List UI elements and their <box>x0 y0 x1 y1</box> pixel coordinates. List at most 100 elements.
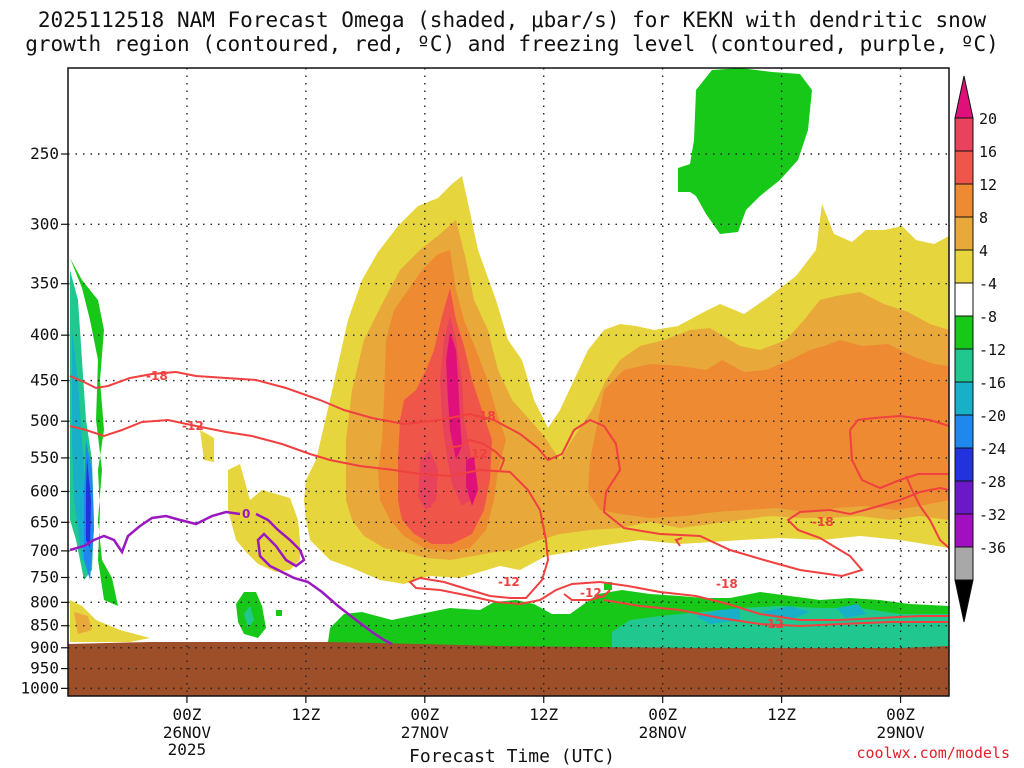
colorbar-swatch <box>954 381 974 416</box>
y-tick-label: 850 <box>30 616 59 635</box>
omega-region <box>86 458 91 548</box>
y-tick-label: 900 <box>30 638 59 657</box>
colorbar-top-arrow <box>954 75 974 119</box>
omega-region <box>678 68 812 234</box>
colorbar-label: -36 <box>979 539 1006 557</box>
colorbar-swatch <box>954 513 974 548</box>
y-tick-label: 950 <box>30 659 59 678</box>
omega-region <box>836 604 866 618</box>
x-tick-label: 00Z <box>648 705 677 724</box>
dgz-contour-minus18 <box>849 429 949 490</box>
colorbar-swatch <box>954 447 974 482</box>
omega-shading <box>70 68 949 648</box>
omega-region <box>760 606 810 620</box>
contour-label: -18 <box>474 409 496 423</box>
contour-label: -12 <box>580 586 602 600</box>
y-tick-label: 500 <box>30 411 59 430</box>
x-tick-date: 26NOV <box>163 723 212 742</box>
omega-region <box>276 610 282 616</box>
chart-title-line1: 2025112518 NAM Forecast Omega (shaded, μ… <box>37 8 987 32</box>
dgz-contour-minus18 <box>905 475 949 549</box>
colorbar-swatch <box>954 480 974 515</box>
ground-terrain <box>68 642 949 696</box>
freezing-level-contour <box>69 510 393 646</box>
x-tick-date: 27NOV <box>401 723 450 742</box>
y-tick-label: 800 <box>30 592 59 611</box>
dgz-contour-minus12 <box>69 418 949 621</box>
x-axis-label: Forecast Time (UTC) <box>409 746 615 767</box>
y-tick-label: 700 <box>30 541 59 560</box>
dgz-contour-minus18 <box>849 414 949 431</box>
colorbar-swatch <box>954 150 974 185</box>
contour-label: -18 <box>716 577 738 591</box>
dgz-contours <box>69 370 949 628</box>
omega-region <box>418 450 438 510</box>
y-tick-label: 1000 <box>20 678 59 697</box>
colorbar-swatch <box>954 546 974 581</box>
omega-region <box>612 606 949 648</box>
contour-label: -12 <box>466 447 488 461</box>
contour-label: -12 <box>762 617 784 631</box>
colorbar-swatch <box>954 414 974 449</box>
x-tick-label: 12Z <box>767 705 796 724</box>
colorbar-label: -20 <box>979 407 1006 425</box>
x-tick-date: 28NOV <box>639 723 688 742</box>
dgz-contour-minus18 <box>69 370 949 578</box>
omega-region <box>200 430 214 462</box>
x-tick-label: 00Z <box>172 705 201 724</box>
axes: 250 300 350 400 450 500 550 600 650 700 750 800 850 9… <box>20 144 925 759</box>
colorbar-swatch <box>954 315 974 350</box>
y-tick-label: 250 <box>30 144 59 163</box>
freezing-contour-0 <box>255 512 393 646</box>
colorbar-label: -24 <box>979 440 1006 458</box>
colorbar-label: -16 <box>979 374 1006 392</box>
credit-text: coolwx.com/models <box>856 744 1010 762</box>
y-tick-label: 550 <box>30 448 59 467</box>
colorbar-swatch <box>954 183 974 218</box>
y-tick-label: 300 <box>30 214 59 233</box>
freezing-contour-0 <box>69 510 241 555</box>
y-tick-label: 650 <box>30 512 59 531</box>
dgz-contour-minus18 <box>445 438 506 471</box>
x-tick-year: 2025 <box>168 740 207 759</box>
omega-region <box>70 258 118 606</box>
contour-label: 0 <box>242 507 250 521</box>
omega-region <box>74 612 92 634</box>
colorbar-label: -4 <box>979 275 997 293</box>
omega-region <box>244 606 254 628</box>
colorbar-label: 4 <box>979 242 988 260</box>
dgz-contour-minus12 <box>563 589 611 601</box>
colorbar-bottom-arrow <box>954 579 974 623</box>
contour-labels: -18 -12 -18 -12 -12 -12 -18 -12 -18 0 <box>146 369 834 631</box>
colorbar-swatch <box>954 282 974 317</box>
colorbar-swatch <box>954 216 974 251</box>
x-tick-label: 00Z <box>410 705 439 724</box>
colorbar-label: -32 <box>979 506 1006 524</box>
dgz-contour-minus18 <box>674 537 683 547</box>
contour-label: -18 <box>146 369 168 383</box>
chart-title-line2: growth region (contoured, red, ºC) and f… <box>25 32 999 56</box>
omega-region <box>466 456 478 506</box>
colorbar-label: 20 <box>979 110 997 128</box>
contour-label: -12 <box>182 419 204 433</box>
colorbar-label: 16 <box>979 143 997 161</box>
colorbar-swatch <box>954 117 974 152</box>
x-tick-label: 12Z <box>529 705 558 724</box>
plot-frame <box>67 67 950 697</box>
y-tick-label: 450 <box>30 371 59 390</box>
colorbar-swatch <box>954 348 974 383</box>
colorbar-label: -8 <box>979 308 997 326</box>
x-tick-label: 00Z <box>886 705 915 724</box>
colorbar: 20 16 12 8 4 -4 -8 -12 -16 -20 -24 -28 -32 -36 <box>954 75 1006 623</box>
contour-label: -18 <box>812 515 834 529</box>
y-tick-label: 400 <box>30 325 59 344</box>
colorbar-label: 12 <box>979 176 997 194</box>
y-tick-label: 750 <box>30 567 59 586</box>
y-tick-label: 600 <box>30 481 59 500</box>
y-tick-label: 350 <box>30 274 59 293</box>
omega-region <box>714 410 770 484</box>
omega-region <box>844 376 949 470</box>
contour-label: -12 <box>498 575 520 589</box>
omega-region <box>446 332 462 460</box>
omega-region <box>70 600 150 642</box>
